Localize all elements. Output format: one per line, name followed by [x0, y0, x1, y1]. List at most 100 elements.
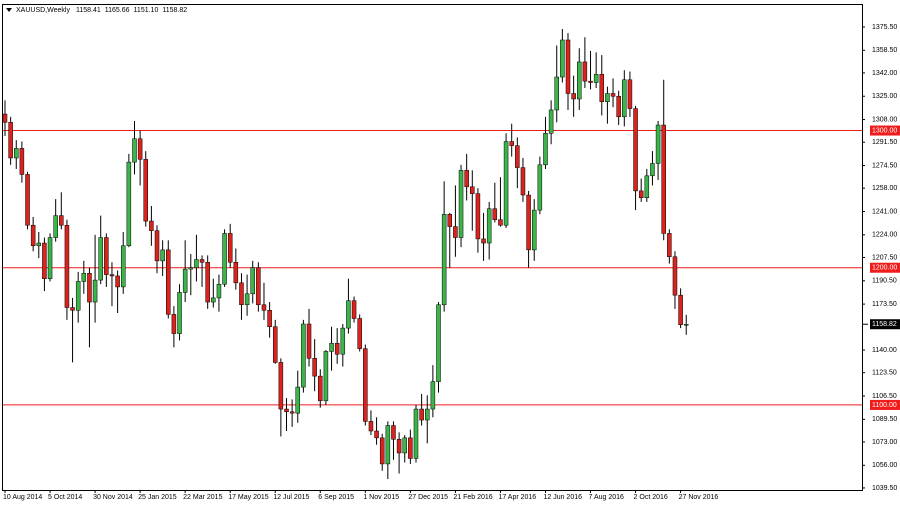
candle-body — [548, 109, 554, 134]
candle-body — [565, 39, 571, 94]
level-tag — [870, 125, 900, 136]
candle-body — [458, 170, 464, 238]
ohlc-label: 1158.41 — [76, 7, 101, 14]
candle-body — [182, 268, 188, 293]
candle-body — [413, 408, 419, 459]
y-tick-label: 1241.00 — [872, 208, 897, 215]
last-price-tag — [870, 319, 900, 330]
candle-body — [70, 307, 75, 311]
x-tick-label: 1 Nov 2015 — [363, 494, 399, 501]
y-tick-label: 1190.50 — [872, 278, 897, 285]
candle-body — [627, 79, 633, 109]
candle-body — [312, 358, 317, 377]
candle-body — [306, 323, 312, 359]
y-tick-label: 1375.50 — [872, 24, 897, 31]
candle-body — [492, 208, 498, 220]
candle-body — [132, 138, 137, 163]
candle-body — [59, 215, 64, 226]
candle-body — [678, 294, 683, 326]
candle-body — [509, 141, 514, 146]
candle-body — [520, 167, 526, 196]
level-tag — [870, 262, 900, 273]
x-tick-label: 10 Aug 2014 — [3, 494, 42, 501]
level-tag — [870, 399, 900, 410]
candle-body — [154, 230, 160, 262]
y-tick-label: 1224.00 — [872, 232, 897, 239]
candle-body — [261, 304, 267, 311]
candle-body — [222, 233, 227, 285]
candle-body — [622, 79, 627, 118]
candle-body — [571, 93, 576, 100]
candle-body — [104, 237, 109, 275]
candle-body — [194, 259, 199, 268]
candle-body — [47, 237, 53, 279]
y-tick-label: 1089.50 — [872, 416, 897, 423]
candle-body — [340, 327, 346, 355]
candle-body — [233, 261, 239, 284]
candle-body — [92, 279, 98, 303]
candle-body — [633, 108, 638, 192]
x-tick-label: 27 Nov 2016 — [679, 494, 719, 501]
candle-body — [98, 237, 103, 281]
y-tick-label: 1173.50 — [872, 301, 897, 308]
candle-body — [363, 348, 368, 422]
candle-body — [30, 224, 36, 247]
x-tick-label: 30 Nov 2014 — [93, 494, 133, 501]
candle-body — [199, 259, 205, 263]
candle-body — [126, 161, 132, 247]
candle-body — [137, 138, 143, 160]
candle-body — [87, 272, 92, 303]
candle-body — [301, 323, 306, 388]
candle-body — [683, 323, 689, 326]
candle-body — [408, 437, 413, 459]
candle-body — [42, 242, 47, 279]
candle-body — [503, 141, 509, 226]
candle-body — [318, 375, 323, 402]
candle-body — [644, 175, 650, 199]
candle-body — [188, 267, 194, 270]
candle-body — [295, 386, 301, 414]
candle-body — [464, 170, 469, 188]
candle-body — [667, 233, 672, 258]
candle-body — [661, 124, 666, 234]
candle-body — [616, 95, 621, 118]
menu-icon[interactable] — [6, 8, 12, 12]
y-tick-label: 1073.00 — [872, 439, 897, 446]
x-tick-label: 27 Dec 2015 — [408, 494, 448, 501]
candle-body — [531, 209, 537, 251]
y-tick-label: 1207.50 — [872, 254, 897, 261]
candle-body — [537, 164, 543, 211]
y-tick-label: 1274.50 — [872, 162, 897, 169]
y-tick-label: 1140.00 — [872, 347, 897, 354]
y-tick-label: 1325.00 — [872, 93, 897, 100]
candle-body — [177, 292, 182, 334]
candle-body — [650, 163, 655, 177]
candle-body — [267, 310, 272, 327]
candle-body — [481, 238, 486, 244]
last-price-label: 1158.82 — [872, 321, 897, 328]
candle-body — [14, 148, 19, 159]
candle-body — [284, 408, 289, 413]
candle-body — [379, 437, 385, 465]
candle-body — [25, 174, 30, 226]
candle-body — [402, 437, 407, 454]
candle-body — [334, 342, 340, 355]
candle-body — [227, 233, 233, 263]
x-tick-label: 17 May 2015 — [228, 494, 269, 501]
candle-body — [115, 275, 120, 288]
candle-body — [419, 408, 424, 421]
x-tick-label: 17 Apr 2016 — [498, 494, 536, 501]
candle-body — [425, 408, 430, 421]
candle-body — [256, 267, 261, 306]
y-tick-label: 1308.00 — [872, 116, 897, 123]
candle-body — [470, 186, 475, 194]
candle-body — [166, 249, 171, 315]
candle-body — [329, 342, 334, 352]
candle-body — [498, 219, 503, 226]
symbol-label: XAUUSD,Weekly — [16, 7, 70, 14]
candle-body — [357, 318, 362, 349]
candle-body — [396, 438, 402, 454]
candle-body — [272, 326, 278, 363]
candle-body — [289, 411, 295, 414]
